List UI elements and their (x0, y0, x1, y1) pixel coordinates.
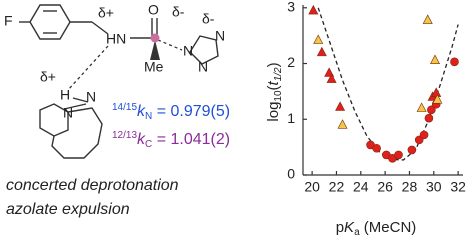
charge: δ+ (40, 69, 56, 85)
atom: N (215, 28, 225, 44)
atom: N (183, 43, 193, 59)
phosphorus (150, 33, 160, 43)
label-part: ( (265, 85, 282, 90)
kie-label: = 0.979(5) (152, 103, 230, 120)
y-tick-label: 2 (287, 54, 295, 70)
fit-curve (317, 7, 459, 161)
point (394, 150, 403, 160)
point (430, 54, 441, 64)
kie-label: 14/15 (112, 102, 137, 113)
structure: F HN δ+ O δ- Me δ- N N N δ+ H N N (4, 2, 225, 159)
kie-c: 12/13kC = 1.041(2) (112, 130, 230, 150)
point (419, 130, 429, 140)
dbu-ring (39, 103, 69, 137)
x-tick-label: 26 (377, 179, 393, 195)
x-tick-label: 22 (329, 179, 345, 195)
charge: δ- (202, 11, 215, 27)
wedge-bond (150, 40, 160, 60)
label-part: K (344, 219, 355, 236)
triazole-ring (189, 35, 219, 65)
y-tick-label: 1 (287, 110, 295, 126)
point (407, 145, 417, 155)
bond (63, 103, 87, 110)
point (337, 119, 348, 129)
bond (72, 97, 89, 103)
atom: HN (106, 31, 126, 47)
point (424, 113, 434, 123)
benzene-ring (29, 4, 71, 40)
point (427, 105, 436, 115)
label-part: 10 (273, 90, 284, 102)
kie-label: = 1.041(2) (152, 131, 230, 148)
kie-label: 12/13 (112, 130, 137, 141)
y-tick-label: 0 (287, 166, 295, 182)
x-tick-label: 30 (426, 179, 442, 195)
atom: N (63, 105, 73, 121)
atom: Me (144, 59, 164, 75)
kie-label: C (145, 139, 152, 150)
y-axis-label: log10(t1/2) (265, 62, 284, 121)
kie-n: 14/15kN = 0.979(5) (112, 102, 230, 122)
point (313, 34, 324, 44)
atom: H (60, 87, 70, 103)
atom: N (86, 89, 96, 105)
label-part: a (354, 227, 360, 238)
bond (91, 21, 109, 35)
label-part: ) (265, 62, 282, 67)
point (450, 57, 459, 67)
atom: O (148, 2, 159, 18)
atom: N (198, 59, 208, 75)
x-tick-label: 28 (402, 179, 418, 195)
atom: F (4, 13, 13, 29)
point (432, 94, 443, 104)
charge: δ+ (98, 5, 114, 21)
x-tick-label: 20 (304, 179, 320, 195)
x-axis-label: pKa (MeCN) (336, 219, 417, 238)
point (308, 4, 319, 15)
label-part: 1/2 (273, 67, 284, 81)
point (372, 143, 381, 153)
point (335, 101, 346, 111)
label-part: (MeCN) (360, 219, 417, 236)
label-part: t (265, 80, 282, 85)
charge: δ- (172, 4, 185, 20)
x-tick-label: 24 (353, 179, 369, 195)
point (326, 73, 337, 83)
kie-label: k (137, 103, 146, 120)
caption: azolate expulsion (6, 201, 130, 218)
h-bond (67, 45, 109, 91)
point (422, 14, 433, 24)
point (316, 46, 327, 57)
kie-label: N (145, 111, 152, 122)
label-part: p (336, 219, 344, 236)
caption: concerted deprotonation (6, 177, 179, 194)
x-tick-label: 32 (450, 179, 466, 195)
dbu-ring (51, 107, 103, 159)
label-part: log (265, 102, 282, 122)
breaking-bond (157, 39, 183, 51)
y-tick-label: 3 (287, 0, 295, 14)
point (416, 102, 427, 112)
kie-label: k (137, 131, 146, 148)
